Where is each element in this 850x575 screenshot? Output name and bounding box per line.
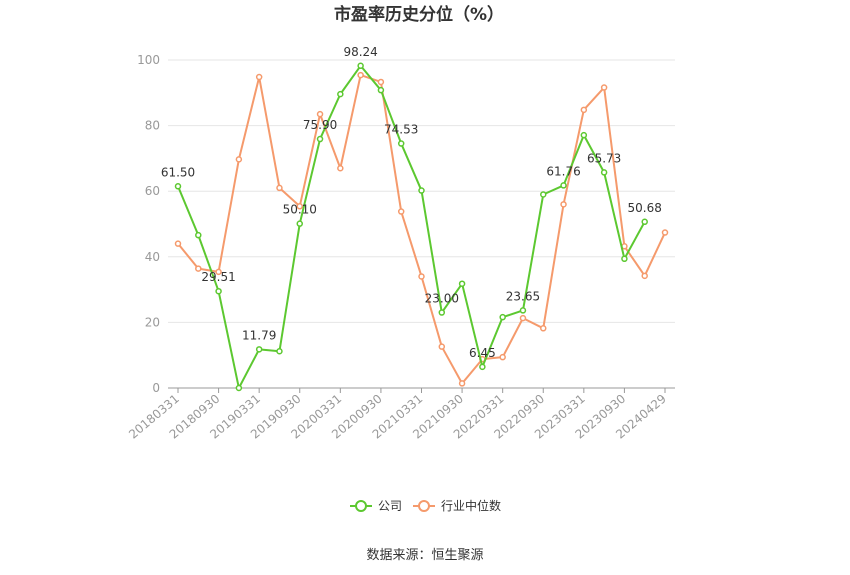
series-company: 61.50 29.51 11.79 50.10 75.90 98.24 74.53 23.00…: [161, 45, 662, 392]
series-line: [177, 64, 646, 389]
data-point[interactable]: [377, 78, 385, 86]
data-label: 65.73: [587, 151, 621, 165]
legend[interactable]: 公司 行业中位数: [350, 498, 501, 513]
data-point[interactable]: [296, 220, 303, 227]
legend-swatch-marker: [355, 500, 367, 512]
data-label: 61.76: [546, 164, 580, 178]
data-point[interactable]: [600, 169, 608, 176]
data-point[interactable]: [195, 231, 202, 239]
data-label: 98.24: [343, 45, 377, 59]
data-point[interactable]: [337, 90, 344, 98]
data-point[interactable]: [296, 203, 303, 210]
data-point[interactable]: [377, 86, 385, 94]
data-point[interactable]: [621, 255, 628, 263]
data-point[interactable]: [540, 325, 547, 332]
data-point[interactable]: [174, 240, 182, 247]
legend-label: 行业中位数: [441, 498, 501, 513]
data-point[interactable]: [438, 343, 446, 350]
data-point[interactable]: [458, 280, 466, 287]
series-group: 61.50 29.51 11.79 50.10 75.90 98.24 74.53 23.00…: [161, 45, 669, 392]
y-tick-label: 80: [145, 119, 160, 133]
data-point[interactable]: [397, 208, 405, 215]
data-point[interactable]: [600, 84, 608, 91]
data-point[interactable]: [641, 272, 648, 280]
data-point[interactable]: [519, 307, 527, 314]
data-label: 11.79: [242, 328, 276, 342]
y-tick-label: 100: [137, 53, 160, 67]
data-point[interactable]: [499, 353, 506, 361]
legend-swatch-marker: [418, 500, 430, 512]
data-point[interactable]: [540, 191, 547, 198]
data-label: 23.00: [425, 292, 459, 306]
y-tick-label: 0: [152, 381, 160, 395]
legend-label: 公司: [378, 499, 402, 513]
y-tick-label: 40: [145, 250, 160, 264]
data-point[interactable]: [580, 131, 588, 139]
data-point[interactable]: [661, 229, 669, 236]
data-point[interactable]: [235, 384, 243, 392]
data-point[interactable]: [418, 187, 425, 194]
data-label: 75.90: [303, 118, 337, 132]
legend-item-company[interactable]: 公司: [350, 499, 402, 513]
data-point[interactable]: [337, 164, 344, 172]
data-point[interactable]: [438, 309, 446, 316]
data-point[interactable]: [174, 183, 182, 190]
legend-item-industry-median[interactable]: 行业中位数: [413, 498, 501, 513]
data-label: 74.53: [384, 123, 418, 137]
data-point[interactable]: [195, 265, 202, 272]
data-point[interactable]: [458, 380, 466, 387]
data-point[interactable]: [215, 287, 222, 295]
data-point[interactable]: [276, 184, 283, 192]
data-point[interactable]: [276, 348, 283, 355]
data-label: 61.50: [161, 165, 195, 179]
data-point[interactable]: [357, 62, 364, 70]
source-note: 数据来源：恒生聚源: [366, 548, 483, 563]
data-point[interactable]: [519, 314, 527, 322]
data-point[interactable]: [316, 135, 324, 143]
data-point[interactable]: [316, 110, 324, 118]
data-point[interactable]: [560, 182, 567, 189]
data-label: 50.68: [628, 201, 662, 215]
data-label: 23.65: [506, 289, 540, 303]
y-axis: 0 20 40 60 80 100: [137, 53, 160, 395]
y-tick-label: 20: [145, 315, 160, 329]
data-point[interactable]: [499, 313, 506, 321]
x-axis: 2018033120180930201903312019093020200331…: [126, 387, 675, 442]
data-point[interactable]: [255, 346, 263, 353]
data-label: 50.10: [283, 203, 317, 217]
chart-title: 市盈率历史分位（%）: [334, 4, 504, 25]
series-industry-median: [174, 71, 669, 387]
data-point[interactable]: [418, 273, 425, 280]
data-point[interactable]: [580, 106, 588, 114]
data-point[interactable]: [235, 156, 243, 163]
y-tick-label: 60: [145, 184, 160, 198]
data-point[interactable]: [215, 268, 222, 276]
data-label: 29.51: [201, 270, 235, 284]
data-point[interactable]: [560, 201, 567, 208]
data-point[interactable]: [641, 218, 648, 226]
data-point[interactable]: [357, 71, 364, 79]
data-label: 6.45: [469, 346, 496, 360]
data-point[interactable]: [479, 363, 486, 371]
data-point[interactable]: [255, 73, 263, 81]
data-point[interactable]: [397, 140, 405, 147]
